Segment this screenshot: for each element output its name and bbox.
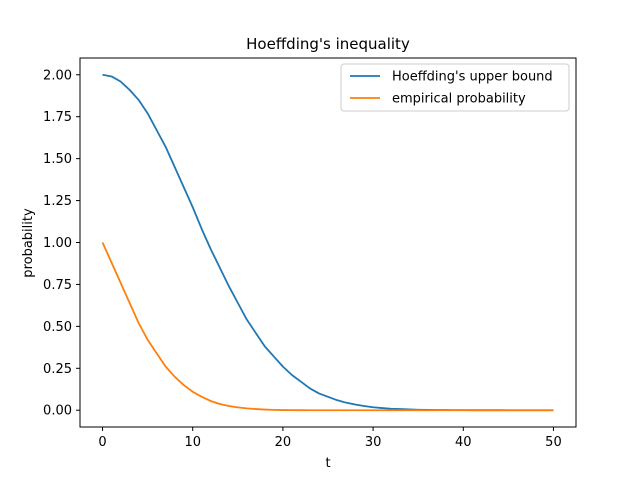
- x-tick-label: 0: [98, 435, 106, 450]
- legend-box: [340, 63, 570, 112]
- chart-title: Hoeffding's inequality: [246, 35, 410, 53]
- legend-label-0: Hoeffding's upper bound: [392, 70, 553, 85]
- y-tick-label: 0.50: [43, 320, 72, 335]
- legend-label-1: empirical probability: [392, 92, 526, 107]
- y-tick-label: 0.25: [43, 362, 72, 377]
- y-tick-label: 0.00: [43, 404, 72, 419]
- legend-items: Hoeffding's upper bound empirical probabi…: [350, 70, 553, 107]
- x-tick-label: 30: [365, 435, 382, 450]
- y-tick-label: 1.25: [43, 194, 72, 209]
- x-axis: 0 10 20 30 40 50: [98, 427, 562, 450]
- y-axis: 0.00 0.25 0.50 0.75 1.00 1.25 1.50 1.75 2.00: [43, 68, 80, 419]
- y-tick-label: 1.00: [43, 236, 72, 251]
- series-line-1: [101, 242, 554, 412]
- x-tick-label: 20: [275, 435, 292, 450]
- legend: Hoeffding's upper bound empirical probabi…: [340, 63, 570, 112]
- y-tick-label: 2.00: [43, 68, 72, 83]
- x-tick-label: 40: [455, 435, 472, 450]
- y-tick-label: 1.75: [43, 110, 72, 125]
- y-tick-label: 1.50: [43, 152, 72, 167]
- x-tick-label: 50: [545, 435, 562, 450]
- x-tick-label: 10: [184, 435, 201, 450]
- y-tick-label: 0.75: [43, 278, 72, 293]
- y-axis-label: probability: [21, 208, 36, 278]
- series-layer: [101, 73, 554, 412]
- x-axis-label: t: [325, 456, 330, 471]
